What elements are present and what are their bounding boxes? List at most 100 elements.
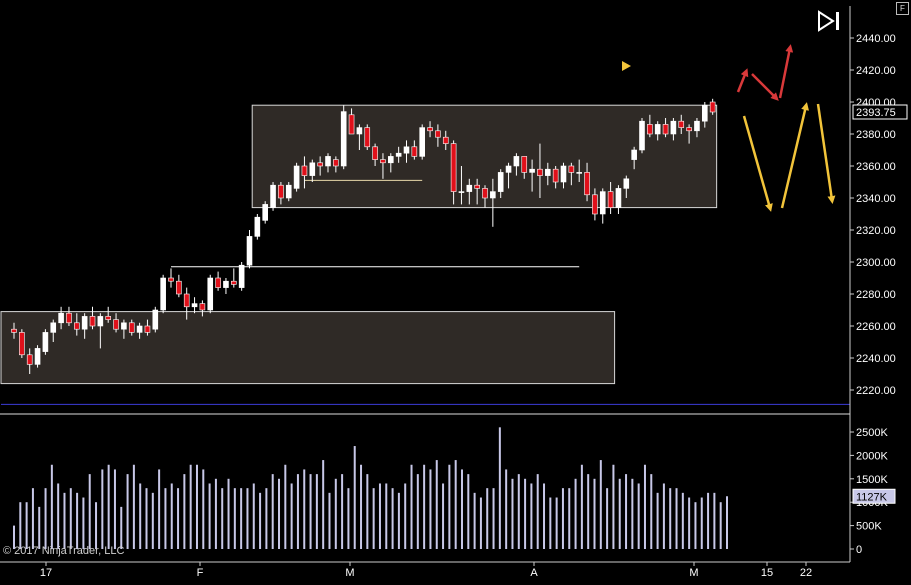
volume-bar[interactable] [170, 483, 173, 549]
volume-bar[interactable] [221, 488, 224, 549]
volume-bar[interactable] [347, 488, 350, 549]
candle[interactable] [474, 178, 480, 205]
volume-bar[interactable] [606, 488, 609, 549]
volume-bar[interactable] [139, 483, 142, 549]
volume-bar[interactable] [145, 488, 148, 549]
volume-bar[interactable] [385, 483, 388, 549]
volume-bar[interactable] [404, 483, 407, 549]
candle[interactable] [223, 278, 229, 294]
red-projection-arrow[interactable] [736, 68, 749, 93]
volume-bar[interactable] [284, 464, 287, 549]
volume-bar[interactable] [694, 502, 697, 549]
volume-bar[interactable] [233, 488, 236, 549]
volume-bar[interactable] [183, 474, 186, 549]
volume-bar[interactable] [448, 464, 451, 549]
candle[interactable] [442, 130, 449, 150]
candle[interactable] [560, 162, 567, 189]
volume-bar[interactable] [271, 474, 274, 549]
volume-bar[interactable] [599, 460, 602, 549]
volume-bar[interactable] [19, 502, 22, 549]
candle[interactable] [490, 178, 496, 227]
candle[interactable] [537, 143, 543, 198]
volume-bar[interactable] [360, 464, 363, 549]
volume-bar[interactable] [259, 492, 262, 549]
candle[interactable] [11, 322, 17, 339]
yellow-triangle-marker[interactable] [622, 61, 631, 71]
volume-bar[interactable] [505, 469, 508, 549]
candle[interactable] [505, 162, 512, 189]
candle[interactable] [427, 121, 433, 138]
volume-bar[interactable] [132, 464, 135, 549]
volume-bar[interactable] [479, 497, 482, 549]
candle[interactable] [584, 162, 590, 202]
volume-bar[interactable] [688, 497, 691, 549]
volume-bar[interactable] [44, 488, 47, 549]
candle[interactable] [592, 188, 598, 221]
volume-bar[interactable] [322, 460, 325, 549]
volume-bar[interactable] [568, 488, 571, 549]
candle[interactable] [176, 274, 182, 298]
candle[interactable] [113, 313, 119, 333]
volume-bar[interactable] [561, 488, 564, 549]
volume-bar[interactable] [454, 460, 457, 549]
volume-bar[interactable] [278, 478, 281, 549]
candle[interactable] [66, 306, 72, 326]
candle[interactable] [97, 313, 104, 349]
volume-bar[interactable] [460, 469, 463, 549]
candle[interactable] [615, 185, 622, 214]
candle[interactable] [686, 124, 692, 144]
volume-bar[interactable] [435, 460, 438, 549]
volume-bar[interactable] [543, 483, 546, 549]
volume-bar[interactable] [126, 474, 129, 549]
candle[interactable] [136, 322, 143, 339]
volume-bar[interactable] [372, 488, 375, 549]
volume-bar[interactable] [492, 488, 495, 549]
candle[interactable] [631, 146, 637, 170]
candle[interactable] [42, 329, 49, 355]
skip-to-end-icon[interactable] [816, 10, 842, 32]
candle[interactable] [293, 162, 300, 192]
candle[interactable] [599, 188, 606, 224]
candle[interactable] [380, 153, 386, 179]
yellow-projection-arrow[interactable] [742, 115, 773, 212]
volume-bar[interactable] [524, 478, 527, 549]
volume-bar[interactable] [240, 488, 243, 549]
volume-bar[interactable] [195, 464, 198, 549]
candle[interactable] [387, 153, 394, 173]
candle[interactable] [411, 140, 418, 160]
candle[interactable] [678, 114, 685, 134]
volume-bar[interactable] [555, 497, 558, 549]
volume-bar[interactable] [290, 483, 293, 549]
candle[interactable] [435, 124, 441, 147]
volume-bar[interactable] [549, 497, 552, 549]
candle[interactable] [647, 114, 653, 138]
candle[interactable] [160, 274, 166, 314]
volume-bar[interactable] [486, 488, 489, 549]
volume-bar[interactable] [669, 488, 672, 549]
volume-bar[interactable] [303, 469, 306, 549]
volume-bar[interactable] [574, 478, 577, 549]
volume-bar[interactable] [416, 474, 419, 549]
volume-bar[interactable] [208, 483, 211, 549]
candle[interactable] [521, 156, 528, 179]
volume-bar[interactable] [328, 492, 331, 549]
volume-bar[interactable] [151, 492, 154, 549]
candle[interactable] [364, 124, 371, 150]
volume-bar[interactable] [675, 488, 678, 549]
volume-bar[interactable] [113, 469, 116, 549]
candle[interactable] [450, 140, 457, 205]
candle[interactable] [513, 153, 520, 176]
candle[interactable] [623, 175, 630, 198]
volume-bar[interactable] [309, 474, 312, 549]
candle[interactable] [529, 159, 535, 192]
volume-bar[interactable] [625, 474, 628, 549]
candle[interactable] [285, 182, 292, 202]
candle[interactable] [50, 319, 57, 342]
candle[interactable] [482, 185, 488, 208]
candle[interactable] [395, 146, 402, 163]
volume-bar[interactable] [397, 492, 400, 549]
candle[interactable] [152, 306, 159, 333]
volume-bar[interactable] [341, 474, 344, 549]
volume-bar[interactable] [227, 478, 230, 549]
